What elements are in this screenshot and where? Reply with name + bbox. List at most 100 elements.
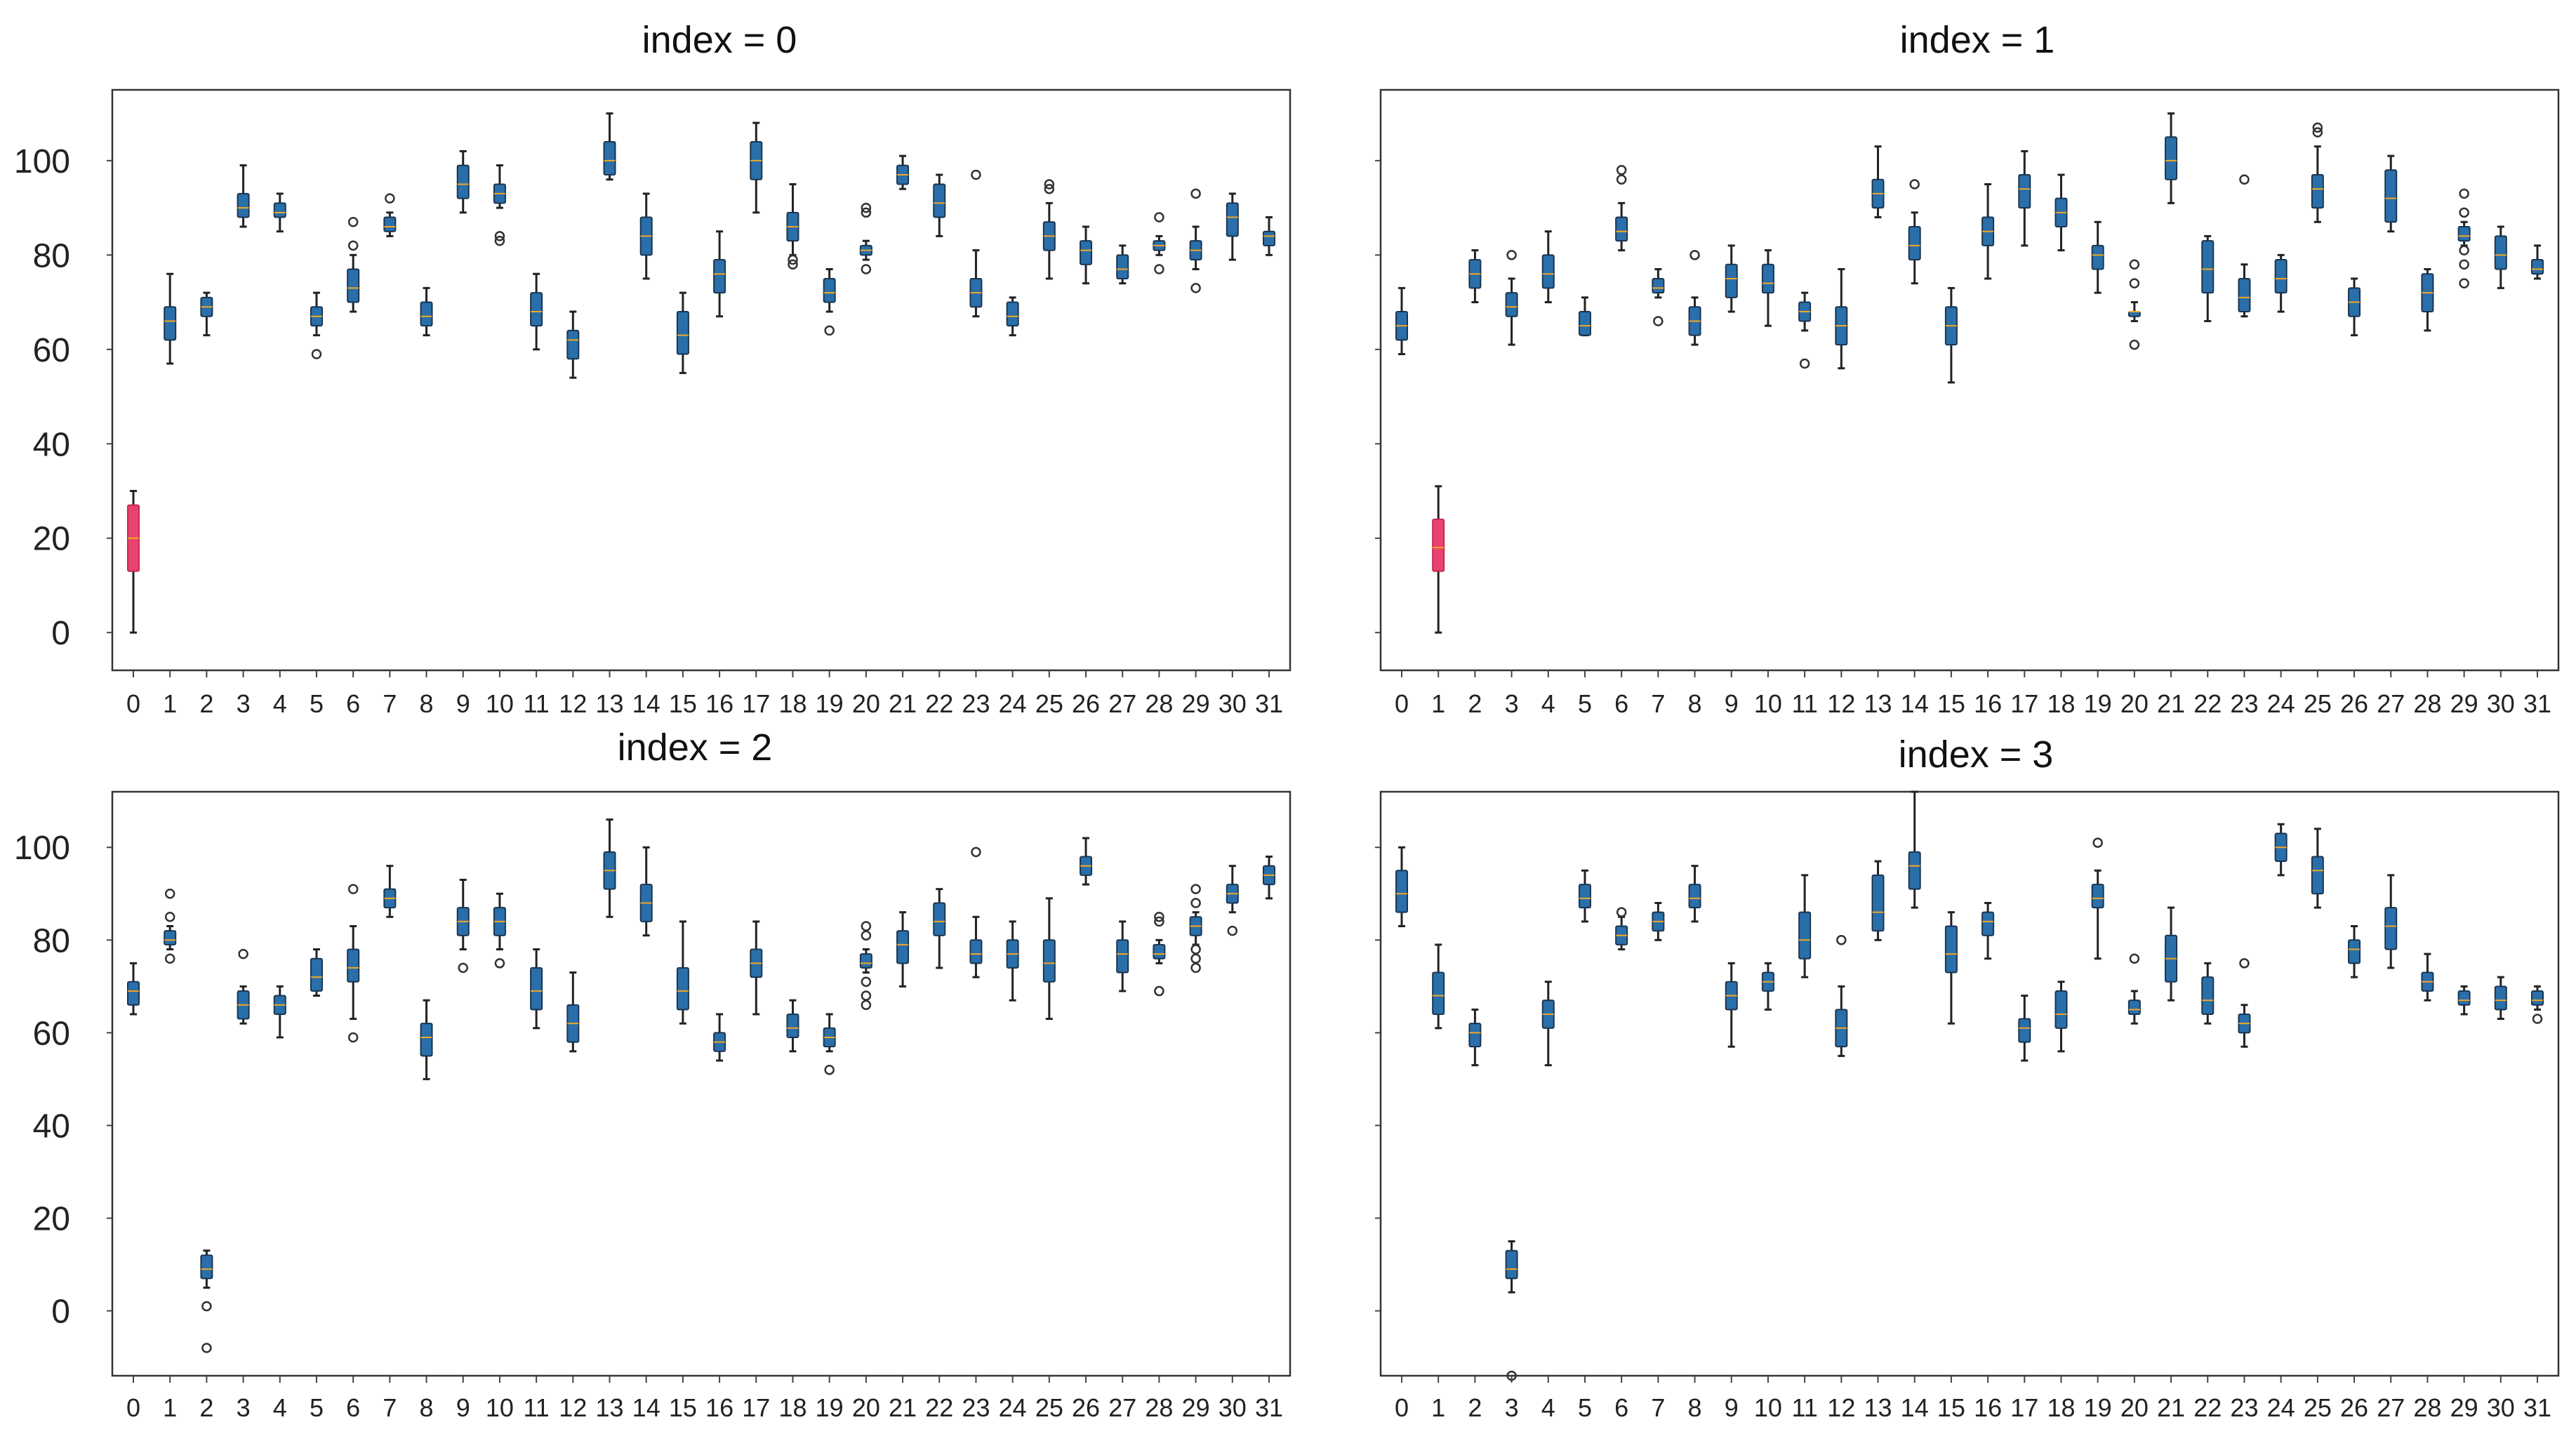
outlier-point: [494, 958, 505, 969]
box: [237, 192, 250, 218]
box: [2348, 939, 2361, 964]
x-tick-label: 31: [1255, 689, 1283, 718]
outlier-point: [1154, 985, 1164, 997]
x-tick-label: 16: [705, 1393, 733, 1422]
outlier-point: [1190, 898, 1201, 908]
plot-frame: [1379, 790, 2560, 1377]
outlier-point: [1506, 250, 1517, 260]
box-group: [1652, 901, 1665, 941]
outlier-point: [824, 1064, 835, 1075]
chart-panel-index-0: index = 0 0 20 40 60 80 100 0 1 2 3 4 5 6 7 8 9 10 11 12 13 1…: [0, 0, 1299, 719]
outlier-point: [1653, 316, 1664, 326]
outlier-point: [1616, 165, 1627, 175]
box-group: [1761, 962, 1774, 1011]
x-tick-label: 16: [1974, 689, 2002, 718]
plot-frame: [111, 88, 1292, 672]
y-tick-label: 80: [33, 922, 70, 960]
outlier-point: [2459, 278, 2469, 288]
outlier-point: [788, 259, 798, 270]
outlier-point: [2129, 278, 2140, 288]
outlier-point: [861, 976, 872, 987]
box: [2311, 856, 2324, 895]
outlier-point: [347, 217, 359, 227]
box-group: [1944, 286, 1958, 384]
box-group: [933, 173, 946, 237]
x-tick-label: 21: [2157, 689, 2185, 718]
x-tick-label: 11: [523, 689, 549, 718]
x-tick-label: 22: [2193, 1393, 2222, 1422]
box-group: [2165, 906, 2178, 1002]
outlier-point: [164, 889, 175, 899]
box-group: [1468, 249, 1482, 304]
box: [1578, 311, 1591, 336]
box: [2165, 136, 2178, 180]
box-group: [200, 291, 213, 337]
x-tick-label: 10: [486, 1393, 514, 1422]
box: [676, 311, 689, 355]
box-group: [2201, 234, 2215, 322]
outlier-point: [347, 1032, 359, 1043]
x-tick-label: 11: [1791, 1393, 1817, 1422]
box-group: [493, 892, 506, 969]
box-group: [1908, 790, 1921, 909]
box-group: [2018, 150, 2031, 247]
box-group: [786, 999, 799, 1053]
x-tick-label: 4: [1541, 689, 1555, 718]
outlier-point: [1227, 925, 1238, 936]
box-group: [2421, 267, 2434, 332]
box-group: [1981, 182, 1995, 280]
box-group: [2531, 244, 2544, 280]
y-tick-label: 0: [51, 1294, 70, 1331]
box-group: [2457, 188, 2471, 288]
outlier-point: [2459, 245, 2469, 255]
box: [2531, 259, 2544, 275]
x-tick-label: 15: [669, 1393, 697, 1422]
box: [347, 948, 360, 983]
x-tick-label: 29: [1182, 1393, 1210, 1422]
box: [2091, 884, 2104, 909]
x-tick-label: 24: [999, 1393, 1027, 1422]
outlier-point: [1044, 179, 1055, 190]
box: [1725, 263, 1738, 298]
box-group: [1688, 865, 1701, 923]
outlier-point: [788, 254, 798, 265]
box: [347, 268, 360, 303]
x-tick-label: 14: [632, 1393, 660, 1422]
y-tick-label: 40: [33, 1108, 70, 1145]
box: [1505, 292, 1518, 317]
x-tick-label: 10: [1754, 689, 1782, 718]
x-tick-label: 5: [310, 689, 324, 718]
x-tick-label: 2: [199, 689, 213, 718]
box-group: [1226, 192, 1239, 261]
x-tick-label: 4: [273, 689, 287, 718]
x-tick-label: 25: [2304, 689, 2332, 718]
x-tick-label: 21: [889, 689, 917, 718]
x-tick-label: 27: [1108, 1393, 1136, 1422]
box-group: [1541, 230, 1555, 304]
x-tick-label: 4: [1541, 1393, 1555, 1422]
x-tick-label: 13: [1864, 689, 1892, 718]
outlier-point: [2239, 174, 2250, 185]
box: [2054, 990, 2068, 1029]
outlier-point: [1190, 283, 1201, 293]
box-group: [1761, 249, 1774, 327]
x-tick-label: 7: [1651, 1393, 1665, 1422]
box-group: [1116, 920, 1129, 992]
outlier-point: [1616, 907, 1627, 917]
box-group: [933, 888, 946, 969]
outlier-point: [824, 325, 835, 336]
x-tick-label: 29: [2450, 689, 2478, 718]
box-group: [1153, 912, 1166, 997]
x-tick-label: 28: [1145, 689, 1173, 718]
box-group: [1541, 981, 1555, 1067]
box-group: [1835, 935, 1848, 1057]
outlier-point: [1836, 935, 1847, 945]
x-tick-label: 10: [486, 689, 514, 718]
x-tick-label: 25: [1035, 1393, 1063, 1422]
box-group: [310, 948, 323, 997]
box-group: [1944, 911, 1958, 1025]
outlier-point: [458, 962, 468, 974]
box-group: [2238, 174, 2251, 318]
